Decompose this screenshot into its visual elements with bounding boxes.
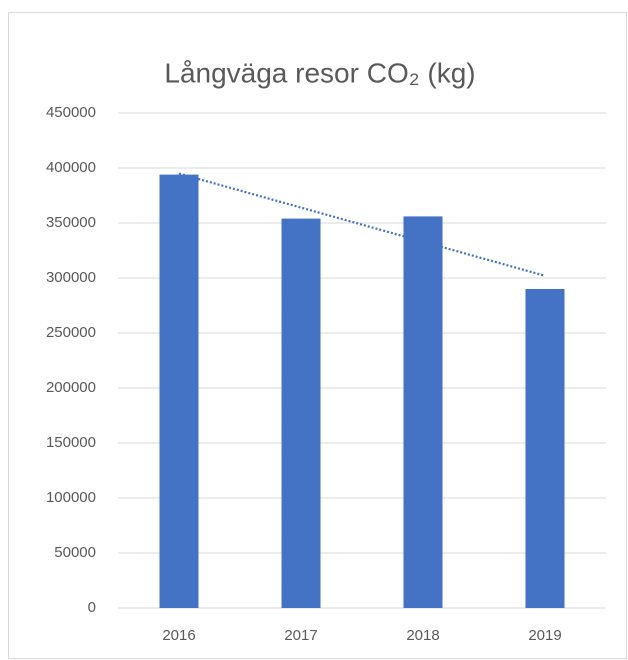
y-tick-label: 350000 xyxy=(46,214,96,231)
y-tick-label: 250000 xyxy=(46,324,96,341)
y-tick-label: 450000 xyxy=(46,104,96,121)
bar xyxy=(403,216,443,608)
y-tick-label: 400000 xyxy=(46,159,96,176)
y-tick-label: 0 xyxy=(88,599,96,616)
y-tick-label: 150000 xyxy=(46,434,96,451)
x-tick-label: 2017 xyxy=(284,627,317,644)
y-tick-label: 300000 xyxy=(46,269,96,286)
bar xyxy=(159,174,199,608)
x-tick-label: 2016 xyxy=(162,627,195,644)
x-tick-label: 2019 xyxy=(528,627,561,644)
y-tick-label: 50000 xyxy=(54,544,96,561)
bar xyxy=(281,218,321,608)
bar xyxy=(525,289,565,608)
y-tick-label: 100000 xyxy=(46,489,96,506)
y-tick-label: 200000 xyxy=(46,379,96,396)
chart-title: Långväga resor CO₂ (kg) xyxy=(164,57,475,88)
trendline xyxy=(178,172,546,277)
x-tick-label: 2018 xyxy=(406,627,439,644)
